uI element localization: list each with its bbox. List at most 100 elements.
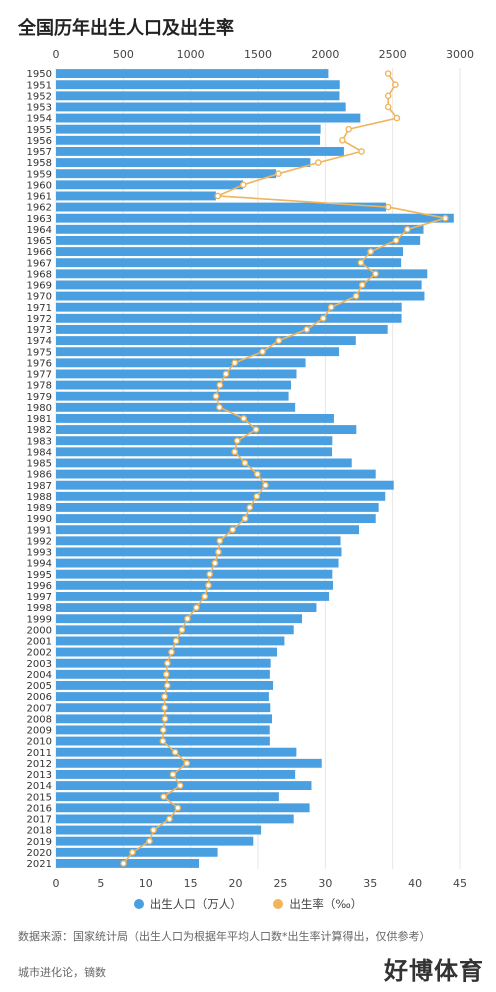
birth-rate-point-1951[interactable] [392,81,399,88]
birth-rate-point-1958[interactable] [315,159,322,166]
bar-1987[interactable] [56,480,394,490]
birth-rate-point-1955[interactable] [345,125,352,133]
birth-rate-point-2017[interactable] [166,815,173,823]
birth-rate-point-2013[interactable] [169,771,177,778]
birth-rate-point-1975[interactable] [259,348,266,355]
birth-rate-point-1997[interactable] [201,593,209,600]
bar-2004[interactable] [56,669,270,679]
bar-1990[interactable] [56,514,376,524]
legend-item-birth-rate[interactable]: 出生率（‰） [273,896,362,912]
bar-1993[interactable] [56,547,342,557]
birth-rate-point-1957[interactable] [358,148,365,155]
bar-2014[interactable] [56,781,312,791]
bar-2021[interactable] [56,858,200,868]
bar-1996[interactable] [56,580,334,590]
bar-1974[interactable] [56,336,356,346]
birth-rate-point-2020[interactable] [129,849,136,856]
birth-rate-point-2007[interactable] [161,704,168,711]
birth-rate-point-1993[interactable] [215,548,222,556]
bar-2018[interactable] [56,825,262,835]
birth-rate-point-2014[interactable] [176,782,184,789]
bar-1964[interactable] [56,224,424,234]
birth-rate-point-2008[interactable] [161,715,169,723]
bar-1991[interactable] [56,525,359,535]
bar-1976[interactable] [56,358,306,368]
bar-2019[interactable] [56,836,254,846]
birth-rate-point-1974[interactable] [275,337,283,344]
bar-1957[interactable] [56,146,344,156]
bar-1994[interactable] [56,558,339,568]
bar-1952[interactable] [56,91,340,101]
bar-1971[interactable] [56,302,402,312]
bar-2001[interactable] [56,636,285,646]
birth-rate-point-2018[interactable] [150,826,157,834]
birth-rate-point-1963[interactable] [442,214,449,222]
bar-1958[interactable] [56,158,311,168]
bar-1953[interactable] [56,102,346,112]
birth-rate-point-1992[interactable] [216,537,224,545]
birth-rate-point-1977[interactable] [222,370,230,378]
birth-rate-point-1971[interactable] [327,303,335,311]
birth-rate-point-1950[interactable] [384,70,392,77]
birth-rate-point-2002[interactable] [168,648,175,656]
birth-rate-point-1982[interactable] [252,426,260,433]
bar-1983[interactable] [56,436,333,446]
birth-rate-point-1966[interactable] [367,248,374,255]
birth-rate-point-2001[interactable] [172,637,180,645]
bar-1981[interactable] [56,413,334,423]
birth-rate-point-1965[interactable] [392,237,400,244]
bar-1960[interactable] [56,180,244,190]
birth-rate-point-2021[interactable] [120,860,127,867]
bar-2016[interactable] [56,803,310,813]
birth-rate-point-1953[interactable] [384,103,392,111]
bar-2003[interactable] [56,658,271,668]
birth-rate-point-1995[interactable] [206,570,213,578]
birth-rate-point-1952[interactable] [384,92,392,100]
bar-1959[interactable] [56,169,277,179]
bar-1970[interactable] [56,291,425,301]
bar-1985[interactable] [56,458,352,468]
birth-rate-point-1970[interactable] [352,292,360,300]
birth-rate-point-1978[interactable] [216,381,224,389]
birth-rate-point-1973[interactable] [303,326,311,333]
birth-rate-point-1962[interactable] [384,203,392,211]
birth-rate-point-1976[interactable] [231,359,239,367]
birth-rate-point-2016[interactable] [174,804,182,812]
birth-rate-point-1980[interactable] [216,404,223,411]
bar-1986[interactable] [56,469,376,479]
birth-rate-point-1994[interactable] [211,559,219,567]
bar-2020[interactable] [56,847,218,857]
birth-rate-point-1968[interactable] [372,270,379,278]
bar-1961[interactable] [56,191,216,201]
birth-rate-point-1969[interactable] [358,281,366,289]
bar-1969[interactable] [56,280,422,290]
bar-1978[interactable] [56,380,291,390]
birth-rate-point-1984[interactable] [231,448,238,456]
bar-1979[interactable] [56,391,289,401]
bar-1966[interactable] [56,247,404,257]
birth-rate-point-2006[interactable] [161,693,168,700]
birth-rate-point-2015[interactable] [160,793,167,800]
birth-rate-point-2004[interactable] [163,671,170,678]
birth-rate-point-1972[interactable] [319,315,327,322]
bar-1956[interactable] [56,135,321,145]
birth-rate-point-2005[interactable] [164,682,171,689]
bar-1965[interactable] [56,235,421,245]
bar-1977[interactable] [56,369,297,379]
bar-2002[interactable] [56,647,277,657]
birth-rate-point-1986[interactable] [254,470,261,478]
bar-1973[interactable] [56,324,388,334]
bar-1980[interactable] [56,402,296,412]
bar-1992[interactable] [56,536,341,546]
bar-1982[interactable] [56,425,357,435]
birth-rate-point-1991[interactable] [229,526,236,533]
birth-rate-point-1959[interactable] [275,170,282,177]
birth-rate-point-1988[interactable] [253,493,261,500]
bar-1995[interactable] [56,569,333,579]
birth-rate-point-1954[interactable] [393,114,401,122]
bar-1972[interactable] [56,313,402,323]
legend-item-births[interactable]: 出生人口（万人） [133,896,242,912]
birth-rate-point-2019[interactable] [146,837,153,845]
birth-rate-point-2012[interactable] [183,760,191,767]
bar-1955[interactable] [56,124,321,134]
